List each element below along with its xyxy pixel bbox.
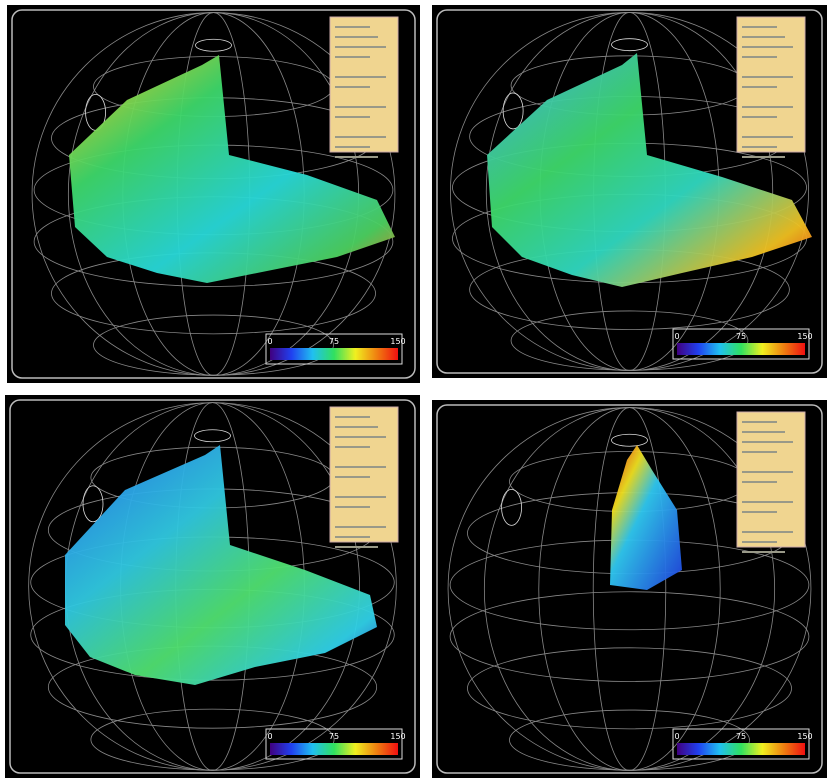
- colorbar-tick-label: 0: [267, 337, 272, 346]
- colorbar-tick-label: 150: [390, 337, 405, 346]
- latitude-line: [91, 709, 334, 770]
- data-swath: [610, 445, 682, 590]
- colorbar-tick-label: 150: [797, 732, 812, 741]
- globe-panel: 0 75 150: [5, 395, 420, 778]
- latitude-line: [511, 311, 748, 370]
- colorbar-tick-label: 75: [329, 732, 339, 741]
- latitude-line: [93, 315, 333, 375]
- colorbar-tick-label: 75: [736, 732, 746, 741]
- coastline: [612, 434, 648, 446]
- colorbar: [270, 348, 398, 360]
- globe-panel: 0 75 150: [7, 5, 420, 383]
- latitude-line: [450, 592, 809, 682]
- globe-panel: 0 75 150: [432, 5, 827, 378]
- latitude-line: [467, 648, 791, 729]
- colorbar-tick-label: 0: [674, 332, 679, 341]
- colorbar: [270, 743, 398, 755]
- coastline: [612, 39, 648, 51]
- figure: 0 75 150 0 75 150 0 75 150 0 75 150: [0, 0, 827, 778]
- colorbar-tick-label: 150: [390, 732, 405, 741]
- globe-panel: 0 75 150: [432, 400, 827, 778]
- colorbar-tick-label: 150: [797, 332, 812, 341]
- colorbar-tick-label: 75: [329, 337, 339, 346]
- colorbar: [677, 743, 805, 755]
- colorbar-tick-label: 0: [267, 732, 272, 741]
- colorbar: [677, 343, 805, 355]
- coastline: [196, 39, 232, 51]
- colorbar-tick-label: 75: [736, 332, 746, 341]
- latitude-line: [509, 710, 749, 770]
- coastline: [195, 430, 231, 442]
- colorbar-tick-label: 0: [674, 732, 679, 741]
